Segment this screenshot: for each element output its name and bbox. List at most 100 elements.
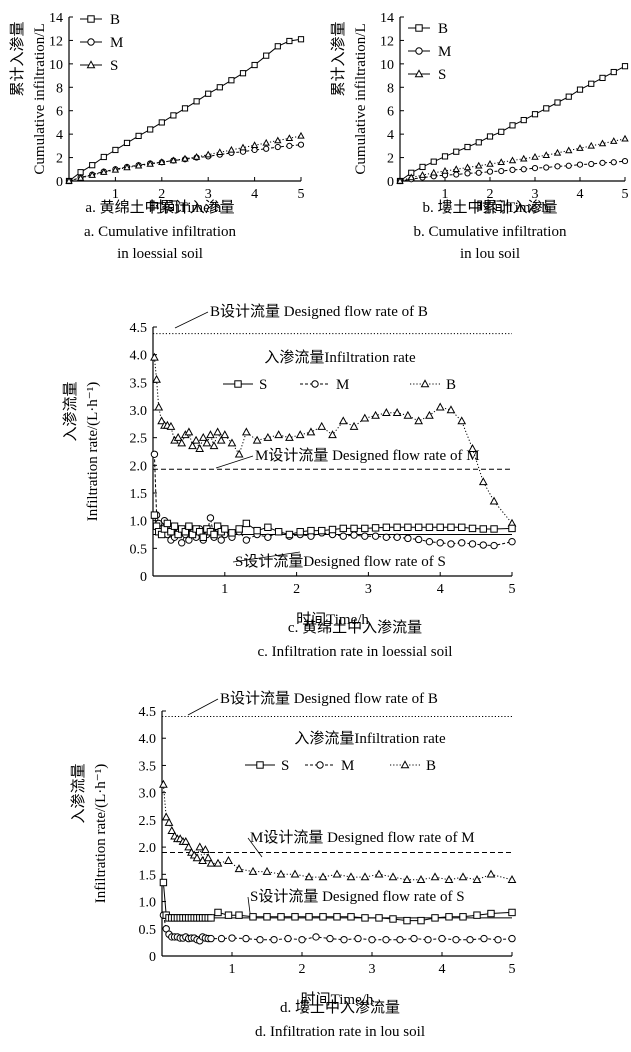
legend-marker [415, 24, 423, 32]
data-point [388, 872, 398, 881]
data-point [297, 141, 305, 148]
data-point [418, 171, 427, 178]
data-point [459, 913, 467, 921]
x-axis-label: 时间Time/h [296, 611, 369, 628]
data-point [599, 159, 606, 166]
data-point [508, 934, 516, 943]
data-point [274, 430, 284, 439]
data-point [177, 438, 187, 447]
data-point [489, 496, 499, 505]
data-point [430, 158, 437, 165]
data-point [276, 869, 286, 878]
data-point [361, 532, 369, 540]
y-tick-label: 0 [56, 175, 63, 190]
data-point [497, 158, 505, 165]
data-point [490, 541, 498, 550]
caption-en-2: in loessial soil [117, 246, 203, 262]
data-point [221, 525, 229, 533]
y-tick-label: 1.0 [139, 896, 157, 911]
data-point [169, 156, 178, 164]
data-point [264, 533, 272, 541]
data-point [382, 935, 390, 944]
data-point [475, 161, 483, 169]
x-axis-label: 时间Time/h [149, 199, 222, 216]
data-point [498, 128, 505, 135]
y-tick-label: 3.0 [130, 404, 148, 419]
chart-d: 0 0.5 1.0 1.5 2.0 2.5 3.0 3.5 4.0 4.5 1 2 3 4 5 时间Time/… [70, 690, 517, 1040]
data-point [520, 116, 527, 124]
data-point [170, 522, 179, 530]
data-point [424, 935, 432, 944]
data-point [430, 872, 440, 881]
y-tick-label: 14 [380, 11, 394, 26]
data-point [396, 935, 404, 944]
data-point [468, 524, 477, 533]
data-point [170, 112, 177, 119]
data-point [295, 430, 305, 439]
y-tick-label: 8 [387, 81, 394, 96]
data-point [416, 875, 426, 883]
data-point [318, 872, 328, 881]
data-point [531, 111, 539, 118]
legend-marker [234, 380, 242, 388]
data-point [306, 427, 316, 436]
y-tick-label: 4.0 [130, 349, 148, 364]
data-point [210, 530, 218, 539]
data-point [554, 163, 561, 170]
data-point [458, 539, 466, 547]
data-point [508, 908, 516, 917]
data-point [425, 537, 434, 546]
data-point [263, 913, 271, 921]
data-point [285, 530, 294, 539]
data-point [159, 878, 168, 887]
data-point [509, 166, 516, 173]
data-point [396, 176, 404, 184]
y-tick-label: 0.5 [130, 542, 148, 557]
data-point [252, 435, 262, 444]
y-tick-label: 3.5 [130, 376, 148, 391]
ref-label-leader [215, 455, 254, 469]
data-point [350, 524, 358, 533]
data-point [270, 935, 278, 944]
data-point [393, 523, 401, 532]
legend-marker [415, 47, 423, 55]
legend-marker [420, 379, 430, 388]
x-tick-label: 1 [221, 582, 228, 597]
data-point [154, 402, 164, 411]
data-point [338, 416, 348, 425]
data-point [234, 449, 244, 458]
data-point [297, 131, 305, 139]
data-point [216, 84, 223, 91]
y-axis-label-cn: 入渗流量 [62, 381, 79, 441]
data-point [542, 151, 550, 158]
x-tick-label: 1 [442, 187, 449, 202]
x-tick-label: 3 [369, 962, 376, 977]
data-point [565, 93, 572, 100]
data-point [375, 914, 383, 922]
data-point [621, 157, 629, 165]
data-point [188, 441, 197, 450]
y-tick-label: 10 [49, 58, 63, 73]
data-point [100, 153, 107, 161]
data-point [228, 934, 236, 942]
legend-marker [256, 761, 264, 769]
data-point [328, 525, 337, 534]
data-point [297, 36, 305, 43]
data-point [89, 162, 96, 169]
data-point [178, 539, 186, 547]
data-point [441, 167, 449, 174]
data-point [77, 169, 84, 176]
data-point [204, 150, 212, 158]
data-point [419, 163, 426, 171]
data-point [100, 168, 108, 175]
y-tick-label: 1.5 [130, 487, 148, 502]
data-point [227, 438, 237, 447]
data-point [402, 875, 412, 883]
data-point [588, 160, 595, 168]
data-point [486, 133, 494, 140]
x-axis-label: 时间Time/h [476, 199, 549, 216]
caption-cn: d. 塿土中入渗流量 [280, 999, 400, 1016]
data-point [447, 523, 455, 532]
y-tick-label: 4.5 [139, 705, 157, 720]
